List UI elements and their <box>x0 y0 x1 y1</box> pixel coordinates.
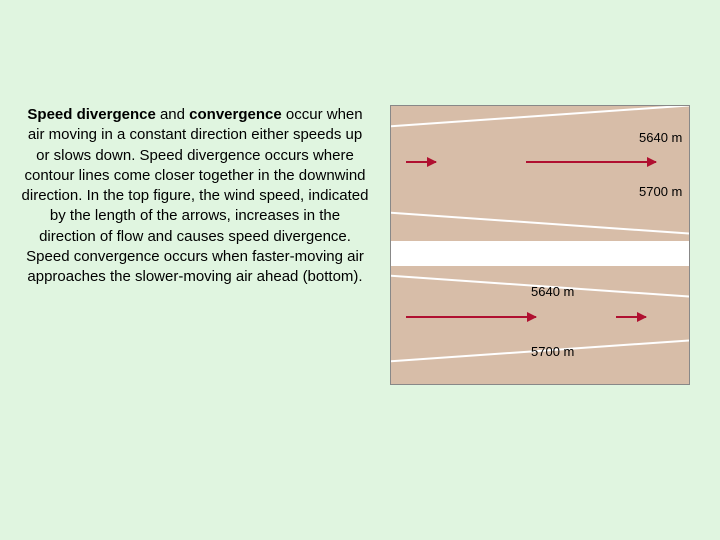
panel-convergence: 5640 m 5700 m <box>391 266 689 385</box>
contour-label: 5700 m <box>531 344 574 359</box>
contour-line <box>390 105 690 128</box>
term-convergence: convergence <box>189 106 282 123</box>
wind-arrow-long <box>406 316 536 318</box>
description-text: Speed divergence and convergence occur w… <box>20 105 370 287</box>
contour-line <box>390 211 690 237</box>
contour-label: 5640 m <box>639 130 682 145</box>
wind-arrow-short <box>406 161 436 163</box>
contour-label: 5640 m <box>531 284 574 299</box>
text-body: occur when air moving in a constant dire… <box>22 106 369 285</box>
slide-content: Speed divergence and convergence occur w… <box>0 0 720 385</box>
contour-label: 5700 m <box>639 184 682 199</box>
figure: 5640 m 5700 m 5640 m 5700 m <box>390 105 690 385</box>
panel-divergence: 5640 m 5700 m <box>391 106 689 241</box>
text-mid: and <box>156 106 189 123</box>
term-divergence: Speed divergence <box>27 106 155 123</box>
wind-arrow-short <box>616 316 646 318</box>
wind-arrow-long <box>526 161 656 163</box>
